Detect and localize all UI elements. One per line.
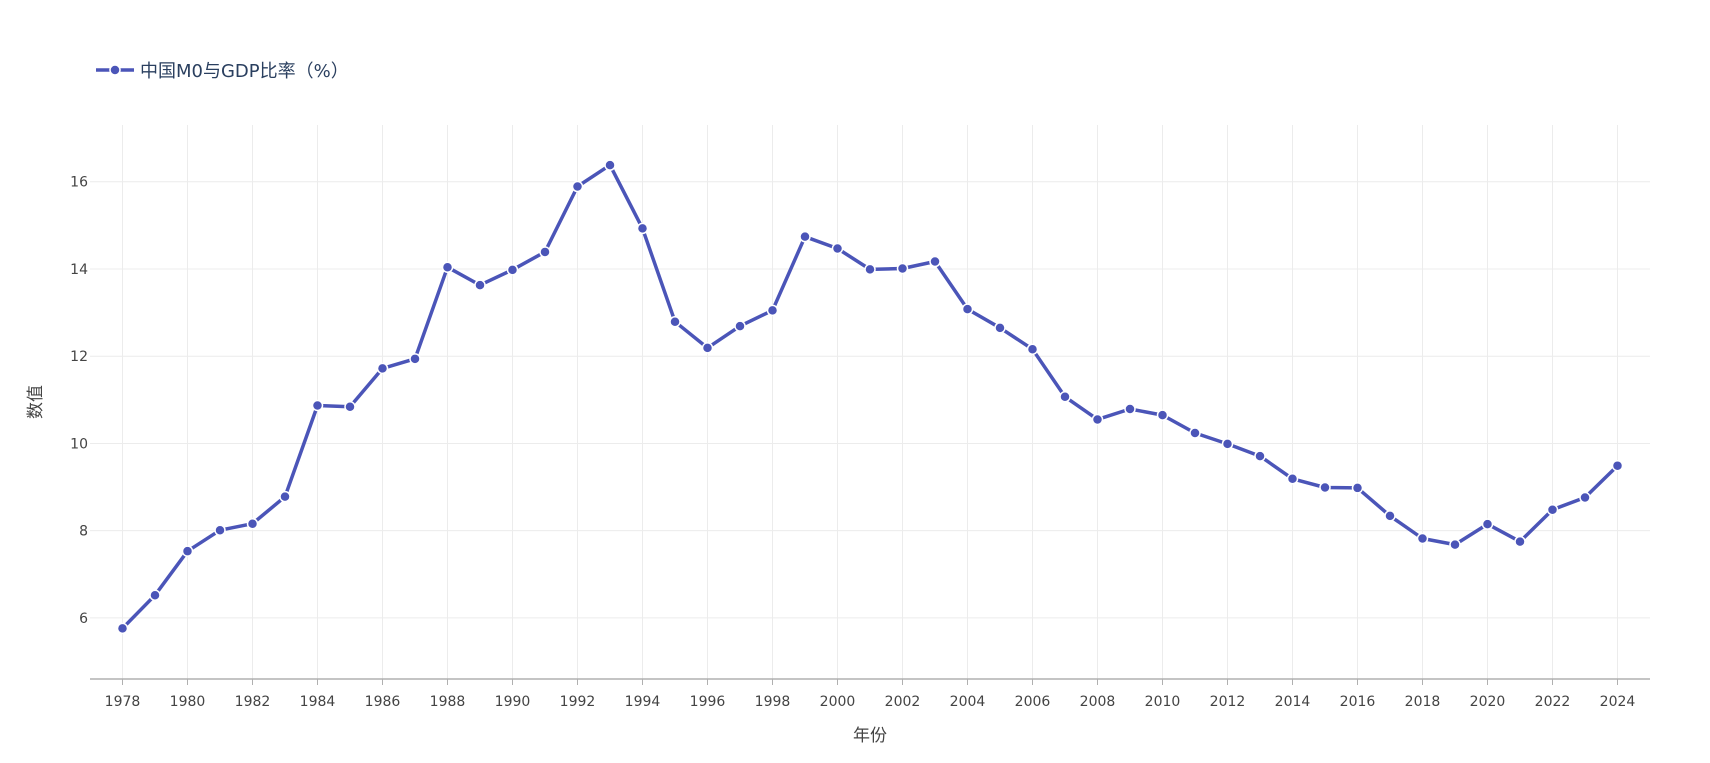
data-point[interactable] (1449, 538, 1461, 551)
x-axis-ticks: 1978 1980 1982 1984 1986 1988 1990 1992 1994 1996… (105, 679, 1636, 710)
x-tick-label: 2020 (1470, 694, 1506, 710)
x-tick-label: 1980 (170, 694, 206, 710)
data-point[interactable] (1546, 503, 1559, 516)
data-point[interactable] (1026, 343, 1039, 355)
data-point[interactable] (149, 589, 161, 601)
x-tick-label: 1978 (105, 694, 141, 710)
data-point[interactable] (441, 261, 454, 273)
grid-layer (90, 125, 1650, 679)
data-point[interactable] (636, 222, 649, 235)
y-tick-label: 8 (79, 524, 88, 540)
data-point[interactable] (214, 524, 226, 536)
legend-marker-swatch (109, 64, 121, 76)
data-point[interactable] (1481, 518, 1494, 530)
series-layer (116, 159, 1624, 635)
y-tick-label: 10 (70, 436, 88, 452)
x-axis-title: 年份 (853, 726, 887, 746)
x-tick-label: 1990 (495, 694, 531, 710)
x-tick-label: 2012 (1210, 694, 1246, 710)
x-tick-label: 2016 (1340, 694, 1376, 710)
x-tick-label: 2024 (1600, 694, 1636, 710)
data-point[interactable] (701, 342, 714, 354)
data-point[interactable] (1611, 459, 1624, 472)
data-point[interactable] (279, 490, 291, 503)
x-tick-label: 2000 (820, 694, 856, 710)
x-tick-label: 2010 (1145, 694, 1181, 710)
data-point[interactable] (1351, 482, 1364, 494)
x-tick-label: 1994 (625, 694, 661, 710)
data-point[interactable] (864, 263, 876, 276)
data-point[interactable] (896, 262, 909, 275)
data-point[interactable] (1579, 491, 1591, 504)
data-point[interactable] (669, 315, 681, 328)
data-point[interactable] (1319, 481, 1331, 494)
data-point[interactable] (1514, 535, 1526, 548)
data-point[interactable] (799, 230, 811, 243)
data-point[interactable] (539, 246, 551, 258)
x-tick-label: 2022 (1535, 694, 1571, 710)
data-point[interactable] (734, 320, 746, 332)
data-point[interactable] (1384, 510, 1396, 522)
data-point[interactable] (1059, 391, 1071, 403)
data-point[interactable] (1189, 427, 1201, 439)
data-point[interactable] (994, 322, 1006, 334)
y-tick-label: 14 (70, 262, 88, 278)
data-point[interactable] (1286, 473, 1299, 485)
data-point[interactable] (116, 622, 129, 635)
data-point[interactable] (1254, 450, 1266, 462)
data-point[interactable] (506, 264, 519, 276)
y-axis-title: 数值 (26, 385, 46, 419)
series-line (120, 163, 1620, 631)
data-point[interactable] (1221, 438, 1234, 450)
x-tick-label: 2002 (885, 694, 921, 710)
data-point[interactable] (1416, 532, 1429, 545)
data-point[interactable] (766, 304, 779, 317)
x-tick-label: 2004 (950, 694, 986, 710)
x-tick-label: 2008 (1080, 694, 1116, 710)
x-tick-label: 1982 (235, 694, 271, 710)
legend-label: 中国M0与GDP比率（%） (140, 61, 349, 82)
data-point[interactable] (831, 242, 844, 255)
y-axis-ticks: 6 8 10 12 14 16 (70, 175, 88, 627)
data-point[interactable] (181, 545, 194, 557)
x-tick-label: 2014 (1275, 694, 1311, 710)
data-point[interactable] (474, 279, 486, 291)
data-point[interactable] (604, 159, 616, 171)
data-point[interactable] (376, 362, 389, 375)
x-tick-label: 1996 (690, 694, 726, 710)
x-tick-label: 1986 (365, 694, 401, 710)
data-point[interactable] (246, 517, 259, 530)
y-tick-label: 16 (70, 175, 88, 191)
data-point[interactable] (311, 399, 324, 412)
x-tick-label: 1988 (430, 694, 466, 710)
x-tick-label: 1984 (300, 694, 336, 710)
data-point[interactable] (929, 255, 941, 268)
data-point[interactable] (344, 401, 356, 413)
x-tick-label: 1992 (560, 694, 596, 710)
data-point[interactable] (1124, 403, 1136, 415)
x-tick-label: 2018 (1405, 694, 1441, 710)
x-tick-label: 1998 (755, 694, 791, 710)
data-point[interactable] (961, 303, 974, 315)
y-tick-label: 12 (70, 349, 88, 365)
data-point[interactable] (1156, 409, 1169, 421)
y-tick-label: 6 (79, 611, 88, 627)
legend[interactable]: 中国M0与GDP比率（%） (96, 61, 349, 82)
x-tick-label: 2006 (1015, 694, 1051, 710)
data-point[interactable] (1091, 413, 1104, 426)
data-point[interactable] (409, 353, 421, 365)
data-point[interactable] (571, 180, 584, 193)
